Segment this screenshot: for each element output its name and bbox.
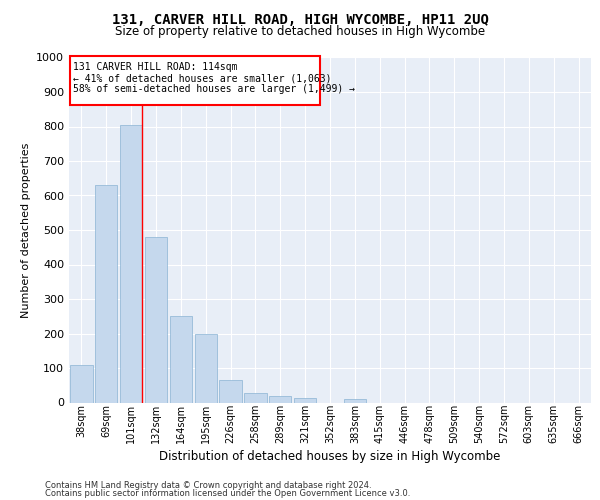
Bar	[294, 398, 316, 402]
Text: 131 CARVER HILL ROAD: 114sqm: 131 CARVER HILL ROAD: 114sqm	[73, 62, 238, 72]
Text: Size of property relative to detached houses in High Wycombe: Size of property relative to detached ho…	[115, 25, 485, 38]
Text: Contains HM Land Registry data © Crown copyright and database right 2024.: Contains HM Land Registry data © Crown c…	[45, 481, 371, 490]
FancyBboxPatch shape	[70, 56, 320, 105]
Bar	[244, 393, 266, 402]
Text: 131, CARVER HILL ROAD, HIGH WYCOMBE, HP11 2UQ: 131, CARVER HILL ROAD, HIGH WYCOMBE, HP1…	[112, 12, 488, 26]
Bar	[145, 237, 167, 402]
Bar	[269, 396, 292, 402]
Bar	[344, 399, 366, 402]
X-axis label: Distribution of detached houses by size in High Wycombe: Distribution of detached houses by size …	[160, 450, 500, 464]
Y-axis label: Number of detached properties: Number of detached properties	[20, 142, 31, 318]
Bar	[120, 125, 142, 402]
Text: Contains public sector information licensed under the Open Government Licence v3: Contains public sector information licen…	[45, 488, 410, 498]
Bar	[170, 316, 192, 402]
Bar	[220, 380, 242, 402]
Text: 58% of semi-detached houses are larger (1,499) →: 58% of semi-detached houses are larger (…	[73, 84, 355, 94]
Text: ← 41% of detached houses are smaller (1,063): ← 41% of detached houses are smaller (1,…	[73, 73, 332, 83]
Bar	[70, 364, 92, 403]
Bar	[95, 185, 118, 402]
Bar	[194, 334, 217, 402]
